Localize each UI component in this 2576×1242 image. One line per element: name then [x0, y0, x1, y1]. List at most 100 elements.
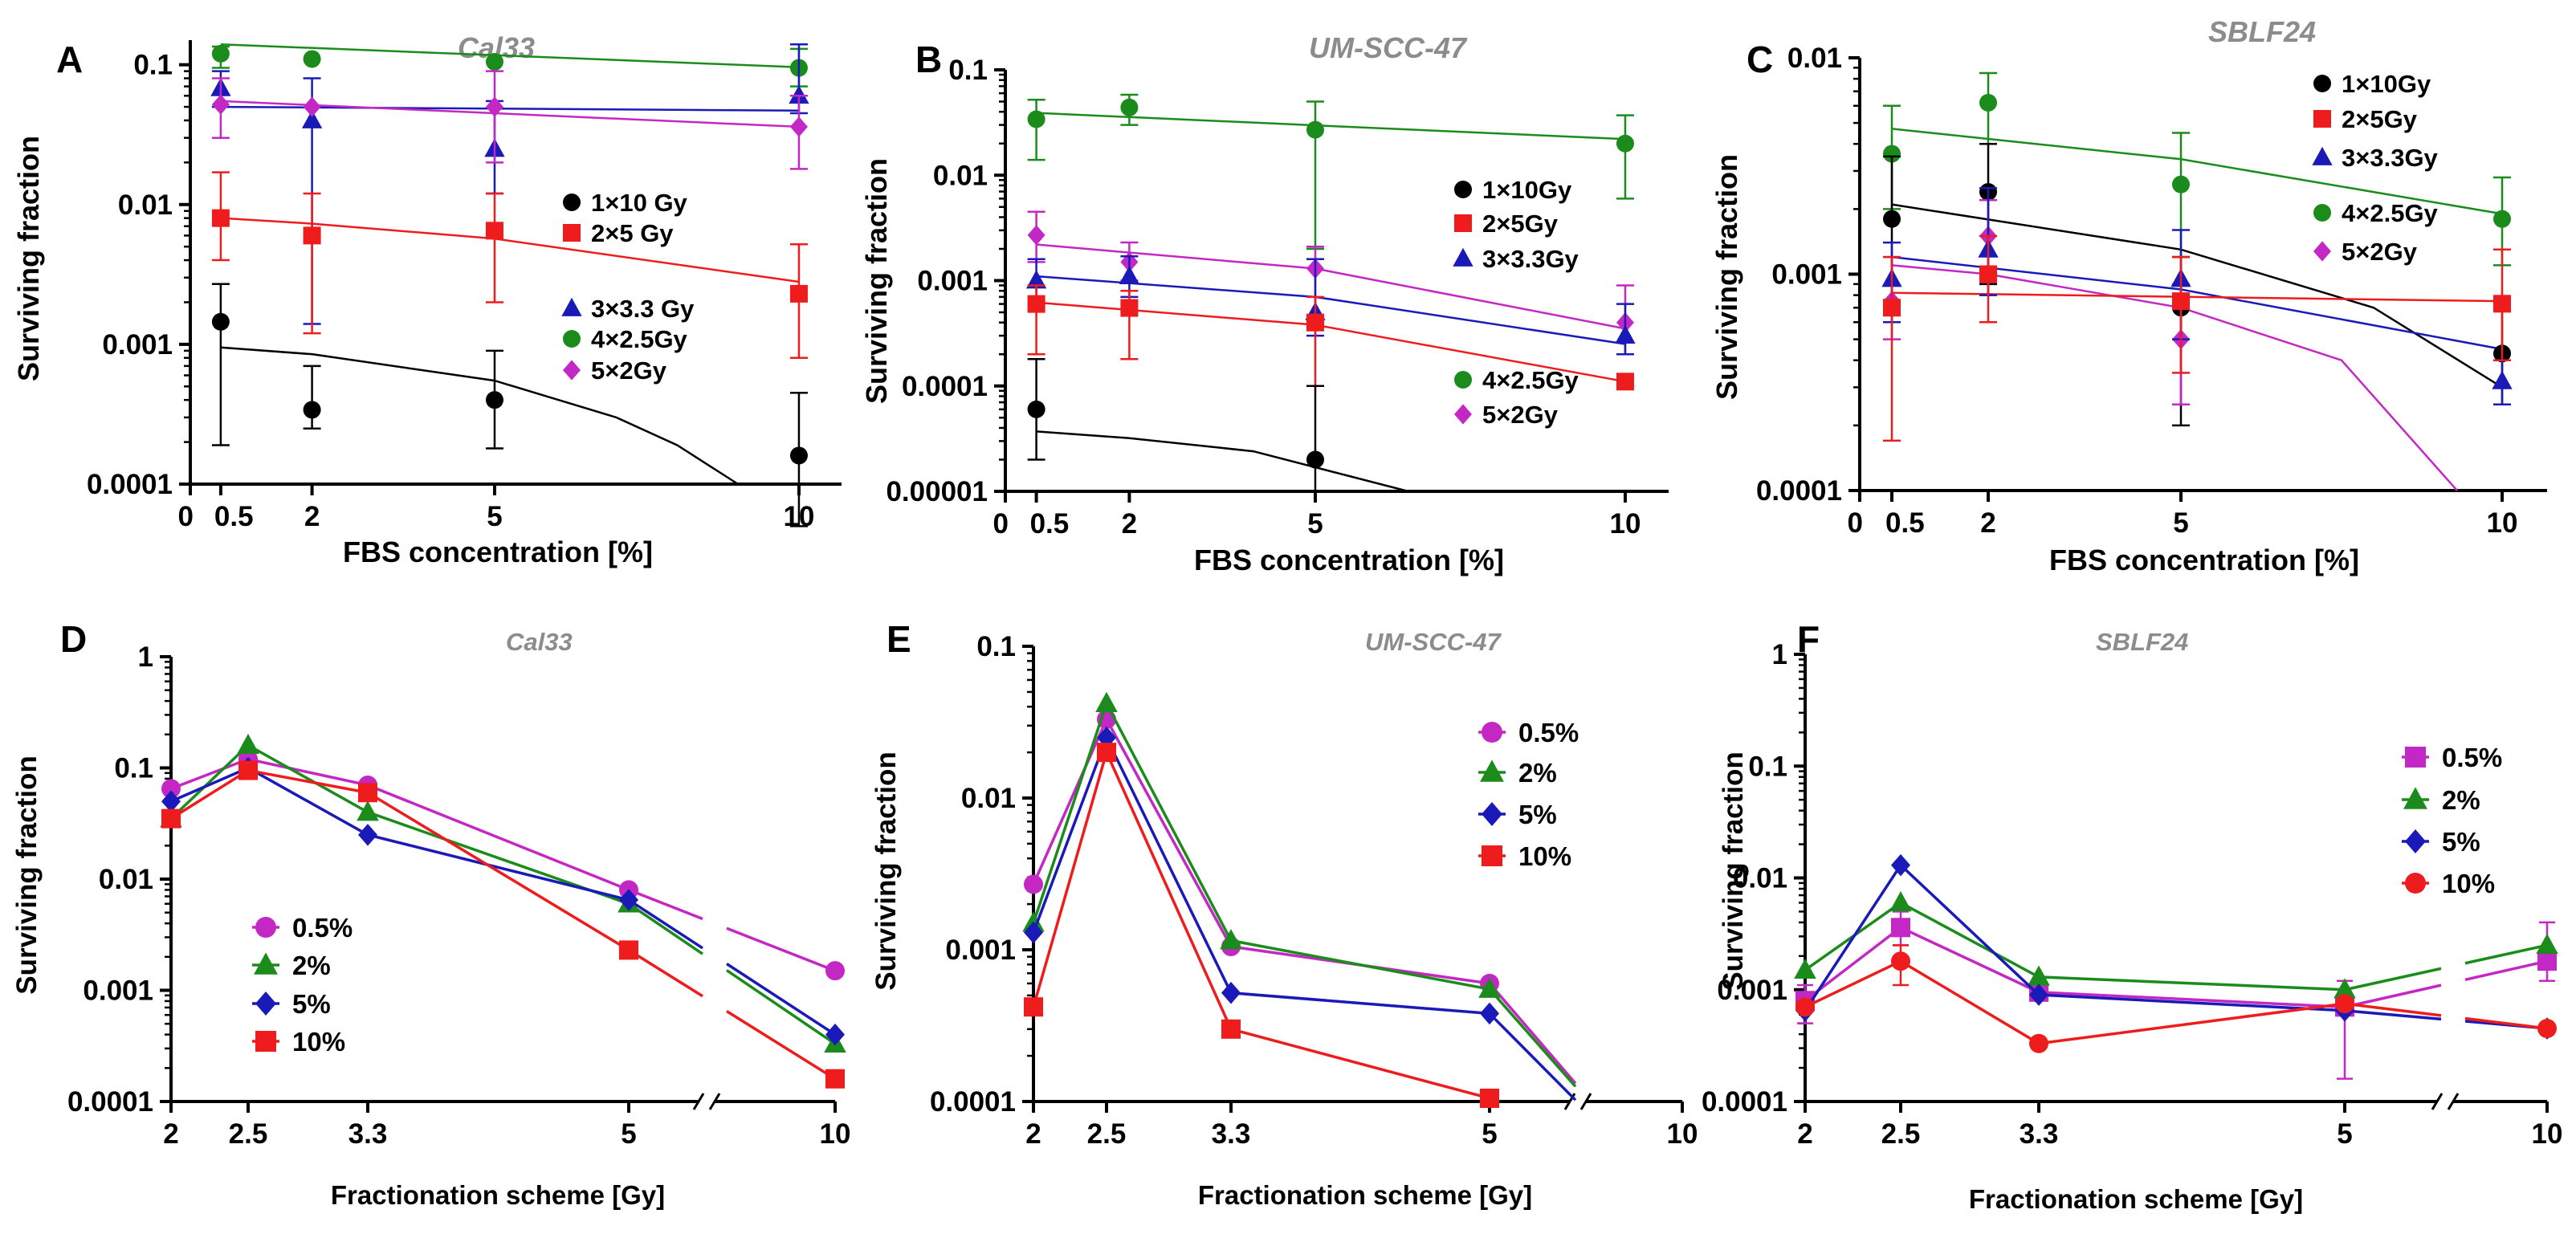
series-line	[1600, 1161, 1682, 1207]
y-tick-label: 0.001	[102, 329, 173, 360]
y-tick-label: 0.0001	[930, 1086, 1016, 1118]
x-tick-label: 0	[1848, 507, 1863, 539]
y-tick-label: 0.0001	[1702, 1086, 1787, 1118]
data-point	[1024, 921, 1043, 944]
series-line	[1033, 699, 1490, 991]
fit-curve	[1036, 112, 1626, 140]
x-tick-label: 2	[304, 501, 320, 532]
data-point	[825, 961, 845, 981]
legend-item: 3×3.3Gy	[2312, 144, 2439, 172]
y-axis-label: Surviving fraction	[870, 751, 902, 991]
legend-marker	[2405, 873, 2426, 894]
error-bar	[1306, 385, 1324, 493]
legend-item: 3×3.3Gy	[1453, 245, 1579, 273]
axis-break-mark	[1579, 1093, 1592, 1110]
legend-label: 10%	[1518, 841, 1571, 871]
series-line	[628, 888, 703, 921]
series-line	[1805, 926, 2346, 1009]
y-tick-label: 1	[1772, 639, 1787, 670]
y-tick-label: 0.01	[1733, 863, 1787, 894]
legend-item: 1×10Gy	[2313, 70, 2431, 98]
series-line	[2344, 967, 2442, 992]
x-axis-label: FBS concentration [%]	[343, 535, 653, 568]
legend-marker	[1482, 722, 1502, 743]
chart-title: UM-SCC-47	[1365, 628, 1502, 656]
legend-marker	[563, 360, 581, 381]
data-point	[825, 1023, 845, 1046]
x-tick-label: 3.3	[2020, 1118, 2059, 1150]
data-point	[358, 824, 377, 846]
data-point	[619, 889, 638, 911]
x-tick-label: 5	[1307, 508, 1323, 540]
legend-label: 3×3.3Gy	[1482, 245, 1579, 273]
legend-label: 5%	[292, 989, 331, 1019]
panel-d: D Cal33 Fractionation scheme [Gy] Surviving…	[11, 618, 850, 1210]
legend-label: 4×2.5Gy	[1482, 366, 1579, 394]
legend-item: 5×2Gy	[563, 356, 667, 385]
data-point	[619, 940, 638, 960]
error-bar	[1027, 99, 1045, 161]
legend-item: 5%	[2402, 827, 2480, 857]
y-tick-label: 0.01	[99, 864, 153, 895]
y-tick-label: 0.1	[948, 55, 988, 86]
data-point	[1889, 890, 1912, 912]
legend-marker	[563, 330, 581, 348]
legend-item: 4×2.5Gy	[563, 325, 688, 353]
data-point	[211, 209, 230, 227]
x-axis-label: FBS concentration [%]	[2049, 544, 2359, 576]
error-bar	[303, 192, 321, 335]
legend-item: 10%	[1478, 841, 1571, 871]
x-tick-label: 2	[1122, 508, 1137, 540]
legend-item: 10%	[252, 1027, 345, 1057]
data-point	[1616, 134, 1634, 153]
x-tick-label: 0	[993, 508, 1009, 540]
error-bar	[211, 283, 230, 446]
series-line	[1488, 987, 1577, 1088]
data-point	[1891, 951, 1910, 971]
legend-marker	[2313, 241, 2331, 262]
x-axis-label: FBS concentration [%]	[1194, 544, 1504, 576]
legend-label: 0.5%	[2442, 743, 2502, 772]
data-point	[485, 96, 503, 117]
data-point	[2333, 978, 2356, 999]
y-tick-label: 0.1	[976, 631, 1016, 662]
legend-label: 2×5Gy	[2342, 105, 2418, 133]
series-line	[2464, 1016, 2548, 1030]
x-tick-label: 10	[1667, 1118, 1698, 1150]
data-point	[789, 284, 808, 303]
data-point	[1027, 110, 1045, 128]
data-point	[1220, 929, 1242, 950]
legend-marker	[563, 193, 581, 211]
axis-break-mark	[692, 1093, 705, 1110]
data-point	[1616, 373, 1634, 391]
legend-item: 2%	[252, 951, 331, 980]
x-tick-label: 0	[178, 501, 194, 532]
series-line	[726, 969, 836, 1045]
legend-item: 3×3.3 Gy	[561, 295, 695, 323]
data-point	[161, 808, 181, 829]
x-tick-label: 2	[1025, 1118, 1041, 1150]
y-tick-label: 0.1	[1748, 751, 1787, 782]
data-point	[161, 779, 181, 799]
data-point	[485, 222, 503, 240]
chart-title: SBLF24	[2208, 15, 2316, 48]
series-line	[628, 898, 703, 950]
legend-label: 0.5%	[1518, 718, 1579, 747]
y-tick-label: 0.0001	[67, 1086, 153, 1118]
legend-marker	[1454, 404, 1472, 425]
series-line	[2344, 1009, 2442, 1021]
legend-label: 5%	[2442, 827, 2480, 857]
x-tick-label: 5	[2173, 507, 2188, 539]
legend-label: 2%	[1518, 758, 1557, 788]
legend-item: 4×2.5Gy	[1454, 366, 1579, 394]
data-point	[303, 50, 321, 68]
series-line	[628, 902, 703, 955]
legend-marker	[255, 917, 276, 938]
x-tick-label: 5	[487, 501, 502, 532]
data-point	[789, 446, 808, 465]
series-line	[2464, 943, 2548, 965]
data-point	[1221, 1019, 1241, 1039]
series-line	[1805, 862, 2346, 1012]
legend-label: 2×5 Gy	[591, 219, 674, 247]
